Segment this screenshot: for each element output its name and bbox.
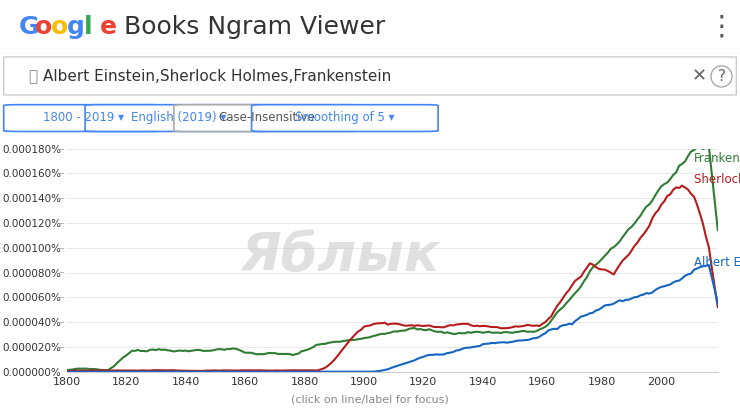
Text: l: l <box>84 15 92 39</box>
Text: –: – <box>58 292 64 302</box>
Text: Case-Insensitive: Case-Insensitive <box>219 111 315 124</box>
FancyBboxPatch shape <box>174 104 360 131</box>
Text: –: – <box>58 144 64 154</box>
Text: Sherlock Holmes: Sherlock Holmes <box>694 173 740 186</box>
Text: o: o <box>51 15 68 39</box>
Text: –: – <box>58 342 64 352</box>
Text: ⋮: ⋮ <box>707 13 736 41</box>
Text: ✕: ✕ <box>692 67 707 85</box>
Text: –: – <box>58 317 64 327</box>
Text: Яблык: Яблык <box>240 230 440 282</box>
Text: English (2019) ▾: English (2019) ▾ <box>131 111 226 124</box>
Text: 1800 - 2019 ▾: 1800 - 2019 ▾ <box>43 111 124 124</box>
Text: e: e <box>100 15 117 39</box>
Text: Frankenstein: Frankenstein <box>694 152 740 165</box>
Text: ?: ? <box>718 69 725 84</box>
Text: Smoothing of 5 ▾: Smoothing of 5 ▾ <box>295 111 394 124</box>
Text: g: g <box>67 15 85 39</box>
Text: Albert Einstein: Albert Einstein <box>694 256 740 269</box>
Text: G: G <box>18 15 39 39</box>
Text: –: – <box>58 218 64 228</box>
Text: 🔍: 🔍 <box>28 69 37 84</box>
FancyBboxPatch shape <box>85 104 272 131</box>
Text: –: – <box>58 193 64 203</box>
FancyBboxPatch shape <box>252 104 438 131</box>
Text: –: – <box>58 243 64 253</box>
Text: (click on line/label for focus): (click on line/label for focus) <box>291 395 449 405</box>
Text: Books Ngram Viewer: Books Ngram Viewer <box>116 15 386 39</box>
FancyBboxPatch shape <box>4 57 736 95</box>
Text: Albert Einstein,Sherlock Holmes,Frankenstein: Albert Einstein,Sherlock Holmes,Frankens… <box>43 69 391 84</box>
Text: –: – <box>58 169 64 178</box>
Text: –: – <box>58 268 64 278</box>
FancyBboxPatch shape <box>4 104 164 131</box>
Text: o: o <box>35 15 52 39</box>
